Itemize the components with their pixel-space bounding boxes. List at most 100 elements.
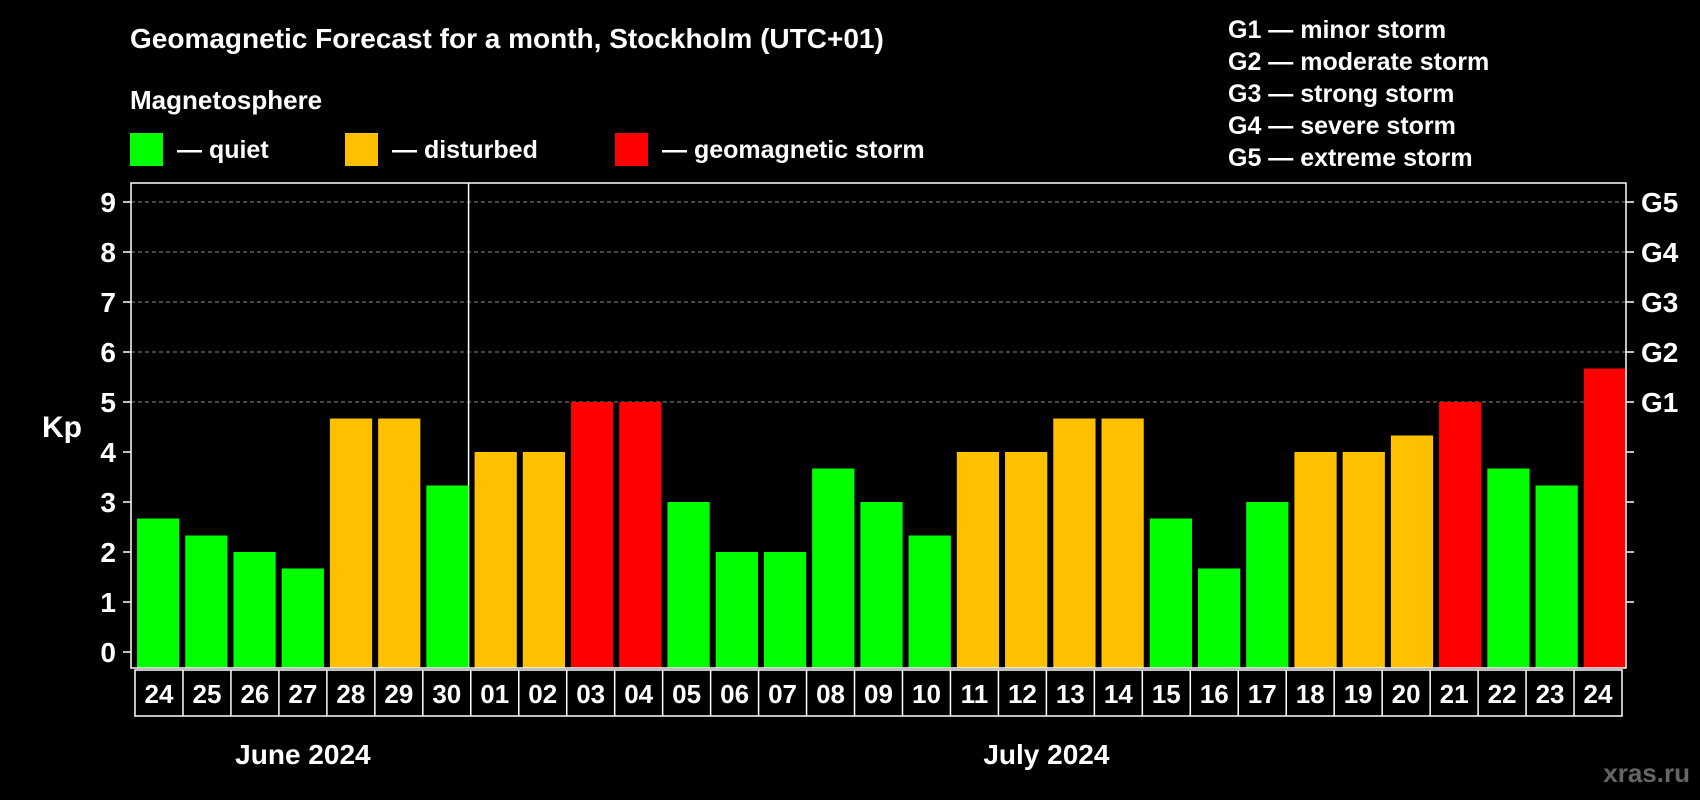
bar-14 [812,468,855,668]
y-axis: 0 1 2 3 4 5 6 7 8 9 [100,187,131,668]
y-tick-label-8: 8 [100,237,116,268]
x-tick-label-17: 11 [961,679,989,709]
x-tick-label-20: 14 [1104,679,1133,709]
x-tick-label-19: 13 [1056,679,1085,709]
x-tick-label-15: 09 [864,679,893,709]
x-tick-label-14: 08 [816,679,845,709]
x-tick-label-12: 06 [720,679,749,709]
date-strip [134,669,1623,717]
bar-25 [1342,452,1385,668]
x-tick-label-1: 25 [192,679,221,709]
x-tick-label-30: 24 [1584,679,1613,709]
x-tick-label-2: 26 [240,679,269,709]
x-tick-label-7: 01 [480,679,509,709]
bar-27 [1439,402,1482,668]
y-tick-label-6: 6 [100,337,116,368]
x-tick-label-16: 10 [912,679,941,709]
legend-swatch-2 [615,133,648,166]
bar-4 [329,418,373,668]
chart-subtitle: Magnetosphere [130,85,322,115]
legend: — quiet — disturbed — geomagnetic storm [130,133,925,166]
y-tick-label-0: 0 [100,637,116,668]
storm-level-label-2: G3 [1641,287,1678,318]
legend-swatch-1 [345,133,378,166]
y-tick-label-1: 1 [100,587,116,618]
storm-scale-item-4: G5 — extreme storm [1228,144,1473,172]
x-tick-label-23: 17 [1248,679,1277,709]
storm-level-label-1: G2 [1641,337,1678,368]
x-tick-label-29: 23 [1536,679,1565,709]
x-tick-label-0: 24 [145,679,174,709]
bar-20 [1101,418,1144,668]
storm-level-label-4: G5 [1641,187,1678,218]
plot-frame [130,182,1627,669]
bars [137,368,1626,668]
bar-26 [1390,435,1434,668]
storm-axis: G1 G2 G3 G4 G5 [1626,187,1679,603]
x-tick-label-11: 05 [672,679,701,709]
month-labels: June 2024 July 2024 [235,739,1110,770]
bar-30 [1583,368,1626,668]
bar-8 [522,452,566,668]
bar-13 [763,552,807,668]
legend-label-2: — geomagnetic storm [662,136,925,164]
grid [131,183,1626,668]
bar-24 [1294,452,1337,668]
storm-level-label-3: G4 [1641,237,1679,268]
x-tick-label-8: 02 [528,679,557,709]
bar-23 [1246,502,1289,668]
legend-swatch-0 [130,133,163,166]
x-tick-label-3: 27 [288,679,317,709]
bar-9 [571,402,614,668]
legend-label-1: — disturbed [392,136,538,164]
y-tick-label-5: 5 [100,387,116,418]
x-tick-label-6: 30 [432,679,461,709]
x-tick-label-4: 28 [336,679,365,709]
x-tick-label-27: 21 [1440,679,1469,709]
y-axis-label: Kp [42,411,82,444]
storm-scale-item-0: G1 — minor storm [1228,16,1446,44]
bar-21 [1149,518,1192,668]
watermark: xras.ru [1603,758,1690,788]
bar-29 [1535,485,1578,668]
x-tick-label-13: 07 [768,679,797,709]
bar-6 [426,485,469,668]
bar-12 [715,552,758,668]
bar-18 [1005,452,1048,668]
chart-title: Geomagnetic Forecast for a month, Stockh… [130,23,884,54]
bar-10 [619,402,662,668]
x-axis: 24 25 26 27 28 29 30 01 02 03 04 05 06 07 08 09 10 11 12 13… [134,669,1623,717]
x-tick-label-21: 15 [1152,679,1181,709]
bar-16 [908,535,951,668]
bar-19 [1053,418,1096,668]
storm-scale-item-1: G2 — moderate storm [1228,48,1489,76]
bar-2 [233,552,276,668]
month-label-1: July 2024 [983,739,1110,770]
month-label-0: June 2024 [235,739,371,770]
x-tick-label-26: 20 [1392,679,1421,709]
bar-17 [956,452,1000,668]
storm-scale-legend: G1 — minor storm G2 — moderate storm G3 — … [1228,16,1489,172]
x-tick-label-5: 29 [384,679,413,709]
bar-3 [281,568,324,668]
bar-1 [185,535,228,668]
bar-11 [667,502,710,668]
storm-scale-item-2: G3 — strong storm [1228,80,1454,108]
y-tick-label-4: 4 [100,437,116,468]
x-tick-label-18: 12 [1008,679,1037,709]
y-tick-label-2: 2 [100,537,116,568]
y-tick-label-7: 7 [100,287,116,318]
x-tick-label-25: 19 [1344,679,1373,709]
bar-7 [474,452,517,668]
legend-label-0: — quiet [177,136,269,164]
bar-0 [137,518,180,668]
x-tick-label-24: 18 [1296,679,1325,709]
x-tick-label-22: 16 [1200,679,1229,709]
x-tick-label-10: 04 [624,679,653,709]
y-tick-label-9: 9 [100,187,116,218]
bar-5 [378,418,421,668]
x-tick-label-9: 03 [576,679,605,709]
bar-22 [1197,568,1241,668]
bar-15 [860,502,903,668]
